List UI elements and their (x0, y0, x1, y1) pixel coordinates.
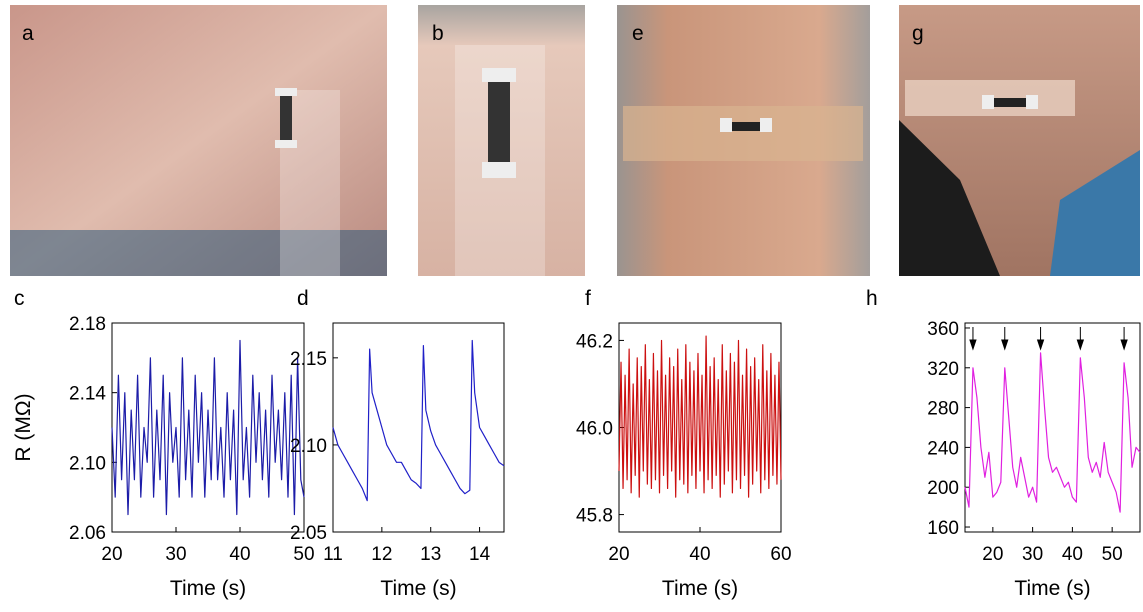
x-axis-label: Time (s) (380, 577, 456, 600)
y-tick-label: 320 (927, 359, 959, 380)
panel-label: h (866, 287, 878, 310)
photo-g (899, 5, 1140, 276)
y-tick-label: 2.10 (69, 453, 106, 474)
photo-e (617, 5, 870, 276)
y-tick-label: 45.8 (576, 506, 613, 527)
data-line (619, 336, 781, 497)
x-tick-label: 40 (689, 544, 710, 565)
figure: a b e g c 20 30 40 50 2.06 2.10 2.14 2.18 Time (s… (0, 0, 1143, 607)
x-tick-label: 40 (229, 544, 250, 565)
x-tick-label: 40 (1062, 544, 1083, 565)
y-axis-label: R (MΩ) (12, 393, 35, 461)
x-tick-label: 50 (1102, 544, 1123, 565)
peak-arrow (1077, 327, 1083, 349)
y-tick-label: 360 (927, 319, 959, 340)
panel-label: a (22, 22, 34, 45)
x-tick-label: 14 (469, 544, 491, 565)
panel-label: c (14, 287, 25, 310)
peak-arrow (1002, 327, 1008, 349)
y-tick-label: 2.18 (69, 314, 106, 335)
photo-b (418, 5, 585, 276)
x-axis-label: Time (s) (170, 577, 246, 600)
y-tick-label: 2.06 (69, 523, 106, 544)
data-line (965, 353, 1140, 512)
panel-label: b (432, 22, 444, 45)
y-tick-label: 200 (927, 478, 959, 499)
plot-frame (112, 323, 304, 532)
x-tick-label: 20 (608, 544, 629, 565)
y-tick-label: 280 (927, 399, 959, 420)
plot-frame (965, 323, 1140, 532)
x-tick-label: 30 (165, 544, 186, 565)
data-line (333, 340, 504, 500)
y-tick-label: 2.10 (290, 436, 327, 457)
x-tick-label: 30 (1022, 544, 1043, 565)
plot-frame (333, 323, 504, 532)
x-tick-label: 13 (420, 544, 441, 565)
x-tick-label: 12 (371, 544, 392, 565)
plot-frame (619, 323, 781, 532)
y-tick-label: 46.0 (576, 419, 613, 440)
panel-label: f (585, 287, 591, 310)
peak-arrow (1121, 327, 1127, 349)
y-tick-label: 2.05 (290, 523, 327, 544)
data-line (112, 340, 304, 514)
x-tick-label: 11 (323, 544, 343, 565)
peak-arrow (1038, 327, 1044, 349)
x-tick-label: 50 (293, 544, 314, 565)
y-tick-label: 240 (927, 438, 959, 459)
peak-arrow (970, 327, 976, 349)
x-tick-label: 20 (982, 544, 1003, 565)
x-tick-label: 60 (770, 544, 791, 565)
y-tick-label: 160 (927, 518, 959, 539)
y-tick-label: 46.2 (576, 331, 613, 352)
x-tick-label: 20 (101, 544, 122, 565)
panel-label: g (912, 22, 924, 45)
photo-a (10, 5, 387, 280)
x-axis-label: Time (s) (662, 577, 738, 600)
panel-label: e (632, 22, 644, 45)
panel-label: d (297, 287, 309, 310)
y-tick-label: 2.15 (290, 349, 327, 370)
x-axis-label: Time (s) (1014, 577, 1090, 600)
y-tick-label: 2.14 (69, 384, 106, 405)
